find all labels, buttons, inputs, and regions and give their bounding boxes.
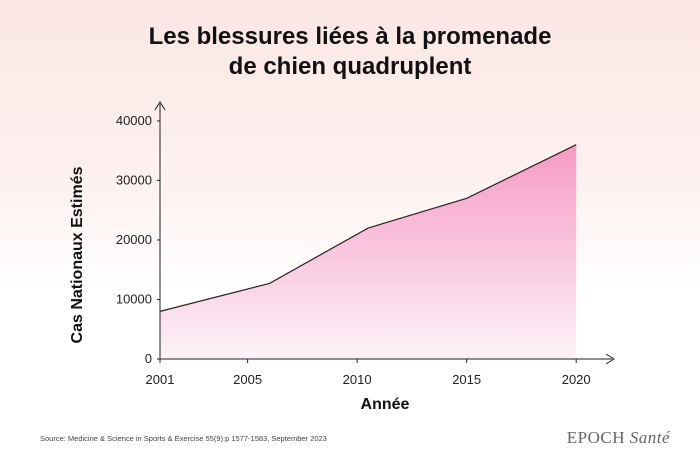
y-tick-label-0: 0	[145, 351, 152, 366]
brand-section: Santé	[629, 428, 670, 447]
y-tick-label-3: 30000	[116, 172, 152, 187]
brand-logo: EPOCH Santé	[567, 428, 670, 448]
y-tick-label-2: 20000	[116, 232, 152, 247]
x-tick-label-0: 2001	[146, 372, 175, 387]
chart-title-line-1: Les blessures liées à la promenade	[148, 23, 552, 50]
y-axis-label: Cas Nationaux Estimés	[69, 166, 86, 344]
plot-group: 0 10000 20000 30000 40000 2001 2005 2010 2015 202…	[116, 101, 615, 387]
x-axis-arrow	[605, 353, 615, 365]
chart-title-line-2: de chien quadruplent	[228, 53, 472, 80]
y-tick-label-1: 10000	[116, 291, 152, 306]
area-fill	[160, 144, 577, 359]
x-tick-label-3: 2015	[452, 372, 481, 387]
brand-name: EPOCH	[566, 428, 625, 447]
y-axis-arrow	[154, 101, 166, 111]
x-tick-label-1: 2005	[233, 372, 262, 387]
chart-title: Les blessures liées à la promenade de ch…	[0, 22, 700, 82]
x-tick-label-2: 2010	[343, 372, 372, 387]
x-tick-label-4: 2020	[562, 372, 591, 387]
x-axis-label: Année	[360, 396, 410, 413]
y-tick-label-4: 40000	[116, 113, 152, 128]
source-note: Source: Medicine & Science in Sports & E…	[40, 434, 327, 443]
